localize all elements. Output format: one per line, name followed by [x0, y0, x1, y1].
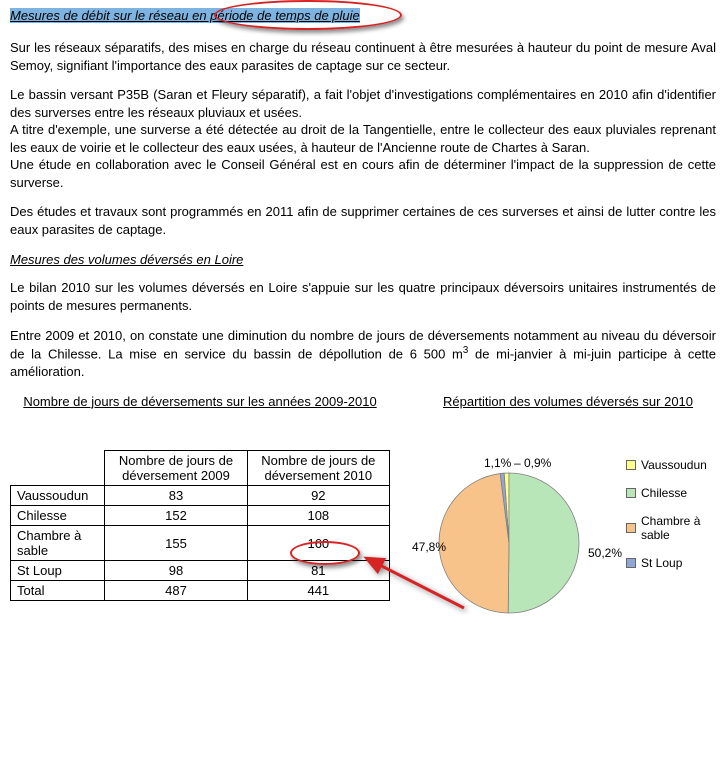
legend-label: St Loup — [641, 556, 682, 570]
legend-swatch — [626, 523, 636, 533]
table-row: Chilesse 152 108 — [11, 506, 390, 526]
table-cell: 152 — [105, 506, 247, 526]
table-col-2010: Nombre de jours de déversement 2010 — [247, 451, 389, 486]
table-cell: 98 — [105, 561, 247, 581]
table-heading: Nombre de jours de déversements sur les … — [10, 393, 390, 411]
table-cell: 81 — [247, 561, 389, 581]
pie-label-top1: 1,1% — [484, 456, 511, 470]
legend-label: Chambre à sable — [641, 514, 716, 542]
chart-heading: Répartition des volumes déversés sur 201… — [420, 393, 716, 411]
table-row-label: Vaussoudun — [11, 486, 105, 506]
pie-chart: 47,8% 50,2% 1,1% – 0,9% — [434, 468, 584, 618]
table-header-row: Nombre de jours de déversement 2009 Nomb… — [11, 451, 390, 486]
subheading-loire: Mesures des volumes déversés en Loire — [10, 252, 716, 267]
pie-label-top2: 0,9% — [524, 456, 551, 470]
paragraph-4: Le bilan 2010 sur les volumes déversés e… — [10, 279, 716, 314]
legend-item: Vaussoudun — [626, 458, 716, 472]
table-cell: 83 — [105, 486, 247, 506]
legend-swatch — [626, 460, 636, 470]
paragraph-2: Le bassin versant P35B (Saran et Fleury … — [10, 86, 716, 191]
legend-item: St Loup — [626, 556, 716, 570]
legend-item: Chambre à sable — [626, 514, 716, 542]
paragraph-5: Entre 2009 et 2010, on constate une dimi… — [10, 327, 716, 381]
legend-label: Vaussoudun — [641, 458, 707, 472]
title-row: Mesures de débit sur le réseau en périod… — [10, 8, 716, 23]
legend-swatch — [626, 488, 636, 498]
table-cell: 487 — [105, 581, 247, 601]
legend-swatch — [626, 558, 636, 568]
left-column: Nombre de jours de déversements sur les … — [10, 393, 390, 641]
table-row-label: Chambre à sable — [11, 526, 105, 561]
overflow-table: Nombre de jours de déversement 2009 Nomb… — [10, 450, 390, 601]
table-row-label: Chilesse — [11, 506, 105, 526]
paragraph-2a: Le bassin versant P35B (Saran et Fleury … — [10, 87, 716, 120]
pie-label-right: 50,2% — [588, 546, 622, 560]
paragraph-1: Sur les réseaux séparatifs, des mises en… — [10, 39, 716, 74]
table-cell: 160 — [247, 526, 389, 561]
pie-label-dash: – — [514, 456, 521, 470]
table-cell: 441 — [247, 581, 389, 601]
table-row-label: St Loup — [11, 561, 105, 581]
pie-legend: Vaussoudun Chilesse Chambre à sable St L… — [626, 458, 716, 584]
table-wrapper: Nombre de jours de déversement 2009 Nomb… — [10, 450, 390, 601]
page-title: Mesures de débit sur le réseau en périod… — [10, 8, 360, 23]
table-cell: 92 — [247, 486, 389, 506]
table-row: Chambre à sable 155 160 — [11, 526, 390, 561]
legend-label: Chilesse — [641, 486, 687, 500]
pie-chart-area: 47,8% 50,2% 1,1% – 0,9% Vaussoudun Chile… — [420, 450, 716, 640]
table-cell: 108 — [247, 506, 389, 526]
pie-label-left: 47,8% — [412, 540, 446, 554]
table-cell: 155 — [105, 526, 247, 561]
table-row: Vaussoudun 83 92 — [11, 486, 390, 506]
two-column-region: Nombre de jours de déversements sur les … — [10, 393, 716, 641]
table-row: Total 487 441 — [11, 581, 390, 601]
table-col-2009: Nombre de jours de déversement 2009 — [105, 451, 247, 486]
table-row: St Loup 98 81 — [11, 561, 390, 581]
table-row-label: Total — [11, 581, 105, 601]
legend-item: Chilesse — [626, 486, 716, 500]
paragraph-3: Des études et travaux sont programmés en… — [10, 203, 716, 238]
paragraph-2b: A titre d'exemple, une surverse a été dé… — [10, 122, 716, 155]
right-column: Répartition des volumes déversés sur 201… — [420, 393, 716, 641]
paragraph-2c: Une étude en collaboration avec le Conse… — [10, 157, 716, 190]
